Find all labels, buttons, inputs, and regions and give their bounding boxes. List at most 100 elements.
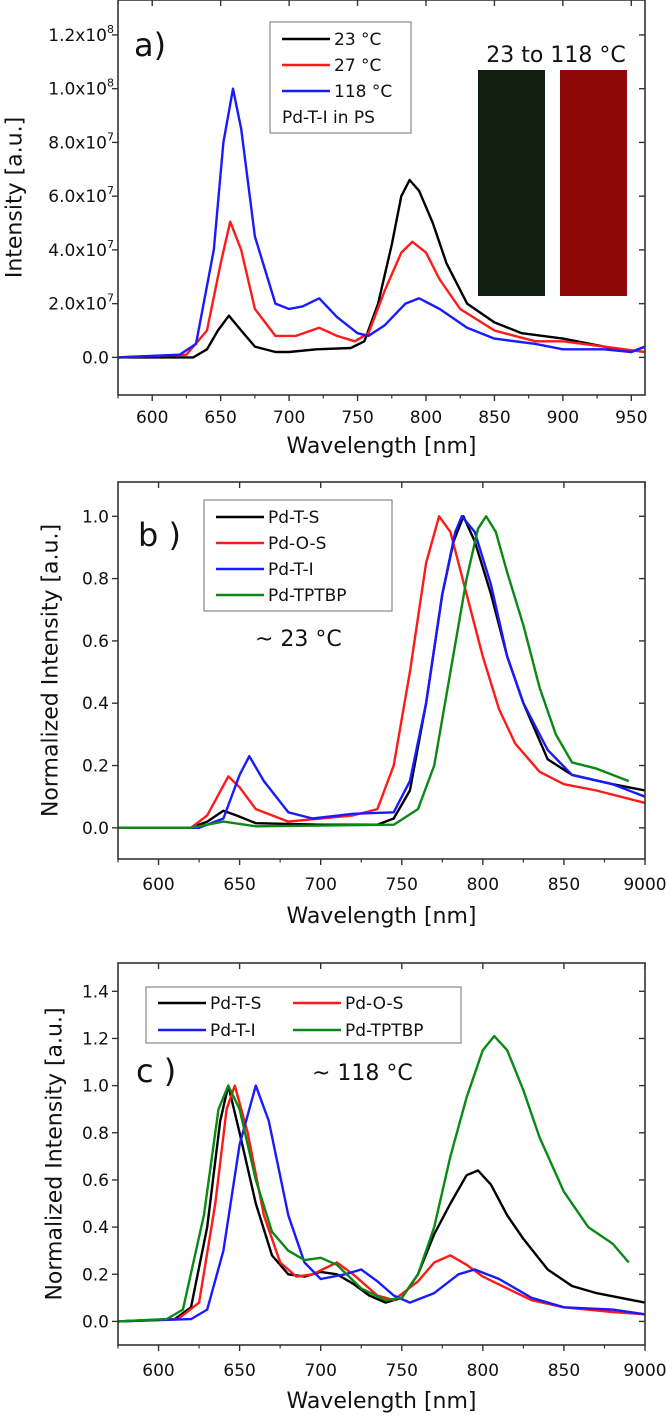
- legend-label: Pd-TPTBP: [345, 1021, 424, 1041]
- y-tick-label-base: 0.8: [82, 570, 109, 590]
- x-tick-label: 650: [223, 875, 255, 895]
- x-tick-label: 800: [467, 1361, 499, 1381]
- legend-item: 27 °C: [282, 56, 381, 76]
- x-axis-label: Wavelength [nm]: [286, 1389, 476, 1414]
- series-line-pd-t-s: [118, 1084, 645, 1323]
- y-tick-label: 4.0x107: [48, 238, 114, 261]
- legend-item: 118 °C: [282, 82, 392, 102]
- legend-label: Pd-TPTBP: [268, 586, 347, 606]
- inset-title: 23 to 118 °C: [486, 43, 625, 68]
- y-tick-label: 2.0x107: [48, 292, 114, 315]
- x-tick-label: 600: [142, 1361, 174, 1381]
- y-tick-label-base: 0.6: [82, 1171, 109, 1191]
- x-tick-label: 700: [304, 875, 336, 895]
- inset-photo-green: [478, 70, 545, 296]
- panel-label: a): [134, 26, 166, 64]
- x-tick-label: 850: [478, 408, 510, 428]
- x-tick-label: 750: [386, 1361, 418, 1381]
- y-tick-label: 8.0x107: [48, 130, 114, 153]
- x-tick-label: 900: [547, 408, 579, 428]
- legend-label: Pd-O-S: [268, 534, 326, 554]
- y-axis-label: Normalized Intensity [a.u.]: [43, 1007, 68, 1300]
- plot-frame: [117, 481, 646, 860]
- y-tick-label-exponent: 7: [107, 130, 114, 143]
- y-tick-label-base: 0.8: [82, 1124, 109, 1144]
- y-tick-label: 1.2x108: [48, 23, 114, 46]
- y-tick-label-base: 6.0x10: [48, 187, 107, 207]
- y-tick-label-exponent: 7: [107, 184, 114, 197]
- y-tick-label-exponent: 8: [107, 23, 114, 36]
- y-axis-label: Intensity [a.u.]: [3, 117, 28, 278]
- x-tick-label: 850: [548, 1361, 580, 1381]
- panel-label: b ): [138, 516, 181, 554]
- y-tick-label-base: 4.0x10: [48, 241, 107, 261]
- y-tick-label: 1.0: [82, 1077, 109, 1097]
- y-tick-label-base: 0.0: [82, 348, 109, 368]
- y-tick-label: 1.2: [82, 1029, 109, 1049]
- y-tick-label-base: 0.4: [82, 694, 109, 714]
- legend-item: 23 °C: [282, 30, 381, 50]
- series-line-27-c: [118, 220, 645, 359]
- x-tick-label: 600: [136, 408, 168, 428]
- legend: Pd-T-S Pd-O-S Pd-T-I Pd-TPTBP: [203, 499, 393, 612]
- legend: Pd-T-S Pd-O-S Pd-T-I Pd-TPTBP: [145, 986, 462, 1044]
- legend-item: Pd-T-I: [158, 1021, 256, 1041]
- y-tick-label: 0.0: [82, 819, 109, 839]
- legend-item: Pd-O-S: [216, 534, 326, 554]
- x-tick-label: 9000: [623, 1361, 666, 1381]
- temperature-annotation: ~ 118 °C: [312, 1061, 413, 1086]
- legend-label: 27 °C: [334, 56, 381, 76]
- legend-item: Pd-T-S: [216, 508, 319, 528]
- legend-label: 23 °C: [334, 30, 381, 50]
- panel-label: c ): [136, 1052, 176, 1090]
- legend-box: [203, 499, 393, 612]
- legend-note: Pd-T-I in PS: [282, 108, 375, 128]
- y-tick-label: 1.4: [82, 982, 109, 1002]
- y-tick-label: 0.0: [82, 348, 109, 368]
- x-axis-label: Wavelength [nm]: [286, 904, 476, 929]
- legend-item: Pd-T-S: [158, 994, 261, 1014]
- plot-frame: [117, 962, 646, 1346]
- y-tick-label-base: 8.0x10: [48, 133, 107, 153]
- x-tick-label: 750: [341, 408, 373, 428]
- y-tick-label: 0.8: [82, 570, 109, 590]
- y-tick-label: 1.0: [82, 507, 109, 527]
- y-tick-label: 0.8: [82, 1124, 109, 1144]
- y-tick-label: 0.2: [82, 1265, 109, 1285]
- y-axis-label: Normalized Intensity [a.u.]: [39, 524, 64, 817]
- legend-label: Pd-O-S: [345, 994, 403, 1014]
- y-tick-label-base: 1.2x10: [48, 26, 107, 46]
- y-tick-label-base: 2.0x10: [48, 295, 107, 315]
- series-line-pd-tptbp: [118, 1034, 630, 1323]
- legend-item: Pd-TPTBP: [216, 586, 347, 606]
- x-tick-label: 750: [386, 875, 418, 895]
- legend-box: [269, 21, 412, 134]
- y-tick-label: 6.0x107: [48, 184, 114, 207]
- legend-label: Pd-T-S: [210, 994, 261, 1014]
- panel-c: 600 650 700 750 800 850 9000 0.0 0.2 0.4 0.6 0.8 1.0…: [43, 962, 666, 1414]
- series-line-23-c: [118, 178, 645, 359]
- plot-frame: [117, 0, 646, 396]
- y-tick-label-exponent: 7: [107, 292, 114, 305]
- series-line-118-c: [118, 87, 645, 359]
- panel-b: 600 650 700 750 800 850 9000 0.0 0.2 0.4 0.6 0.8 1.0…: [39, 481, 666, 929]
- legend-box: [145, 986, 462, 1044]
- y-tick-label-base: 0.6: [82, 632, 109, 652]
- series-line-pd-t-i: [118, 515, 645, 829]
- y-tick-label-base: 0.0: [82, 1312, 109, 1332]
- x-axis-label: Wavelength [nm]: [286, 434, 476, 459]
- x-tick-label: 9000: [623, 875, 666, 895]
- y-tick-label: 0.4: [82, 1218, 109, 1238]
- series-line-pd-o-s: [118, 1084, 645, 1323]
- y-tick-label-base: 0.4: [82, 1218, 109, 1238]
- y-tick-label-base: 1.4: [82, 982, 109, 1002]
- y-tick-label: 0.6: [82, 632, 109, 652]
- legend: 23 °C 27 °C 118 °C Pd-T-I in PS: [269, 21, 412, 134]
- y-tick-label: 1.0x108: [48, 77, 114, 100]
- y-tick-label-base: 1.0: [82, 507, 109, 527]
- inset-photo-red: [560, 70, 627, 296]
- x-tick-label: 700: [273, 408, 305, 428]
- x-tick-label: 650: [204, 408, 236, 428]
- y-tick-label-base: 1.2: [82, 1029, 109, 1049]
